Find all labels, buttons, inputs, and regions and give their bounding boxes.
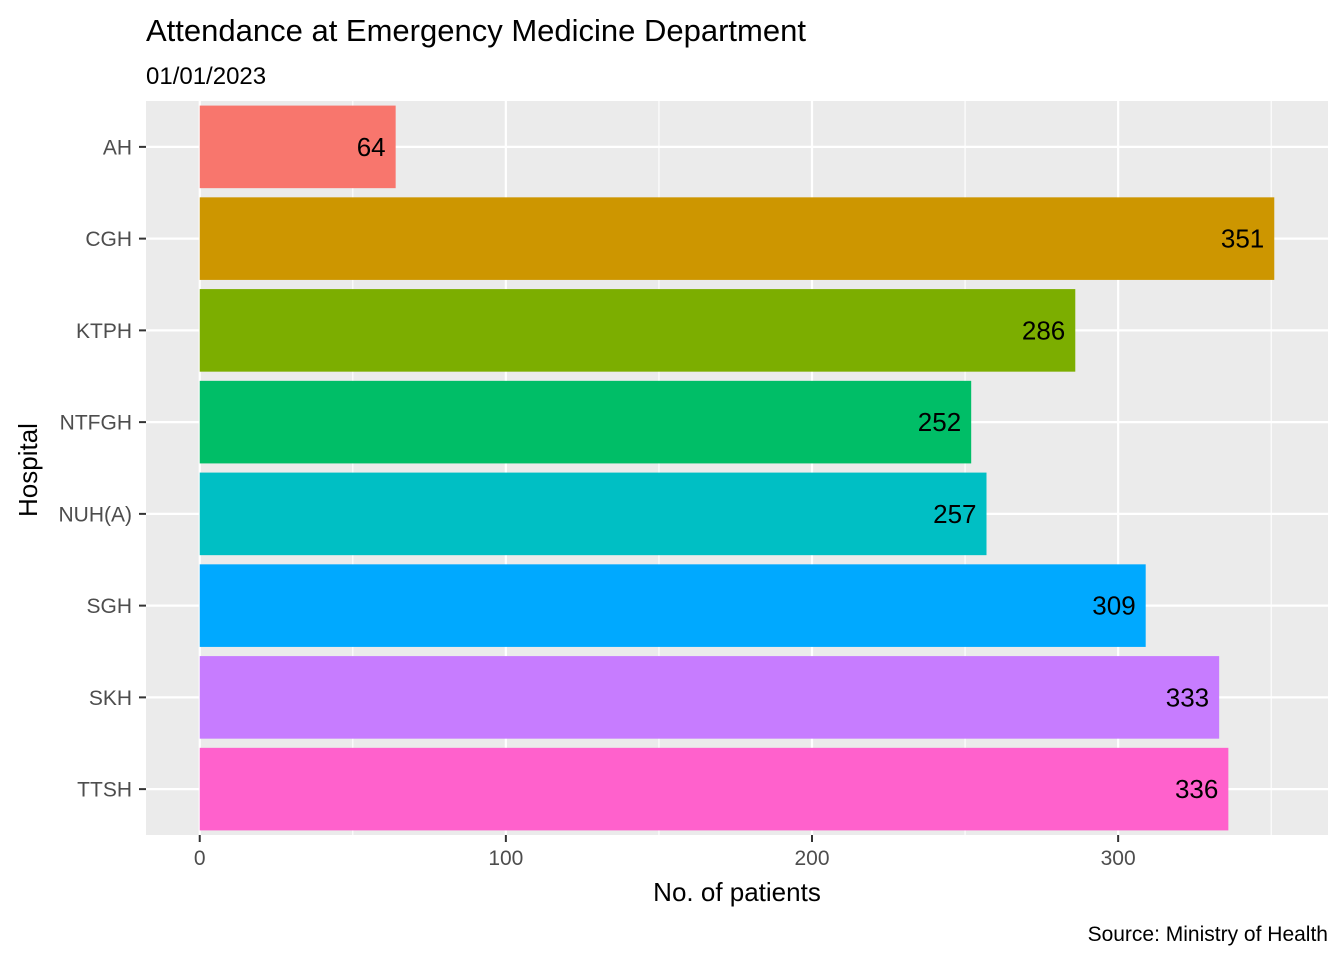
y-tick-label: NUH(A)	[59, 503, 133, 526]
y-tick-label: SKH	[89, 687, 132, 710]
bars	[199, 105, 1275, 831]
x-axis: 0 100 200 300	[194, 835, 1136, 870]
x-axis-title: No. of patients	[653, 877, 821, 907]
y-tick-label: TTSH	[77, 779, 132, 802]
y-axis-title: Hospital	[13, 423, 43, 517]
x-tick-label: 300	[1101, 847, 1136, 870]
y-tick-label: NTFGH	[60, 412, 132, 435]
bar-sgh	[199, 564, 1146, 647]
data-label: 257	[933, 499, 976, 529]
data-label: 309	[1092, 591, 1135, 621]
data-labels: 64 351 286 252 257 309 333 336	[357, 132, 1265, 804]
bar-cgh	[199, 197, 1275, 280]
bar-skh	[199, 656, 1220, 739]
x-tick-label: 0	[194, 847, 206, 870]
y-tick-label: SGH	[86, 595, 132, 618]
bar-nuh-a	[199, 472, 987, 556]
chart-caption: Source: Ministry of Health	[1088, 923, 1328, 946]
bar-ah	[199, 105, 396, 189]
bar-ktph	[199, 289, 1076, 372]
data-label: 252	[918, 407, 961, 437]
data-label: 64	[357, 132, 386, 162]
data-label: 351	[1221, 224, 1264, 254]
y-axis: AH CGH KTPH NTFGH NUH(A) SGH SKH TTSH	[59, 136, 146, 802]
x-tick-label: 200	[794, 847, 829, 870]
chart-subtitle: 01/01/2023	[146, 63, 266, 90]
data-label: 333	[1166, 682, 1209, 712]
data-label: 336	[1175, 774, 1218, 804]
y-tick-label: CGH	[85, 228, 132, 251]
chart-title: Attendance at Emergency Medicine Departm…	[146, 13, 806, 48]
x-tick-label: 100	[488, 847, 523, 870]
data-label: 286	[1022, 315, 1065, 345]
y-tick-label: AH	[103, 136, 132, 159]
bar-ntfgh	[199, 380, 972, 464]
bar-ttsh	[199, 747, 1229, 831]
y-tick-label: KTPH	[76, 320, 132, 343]
